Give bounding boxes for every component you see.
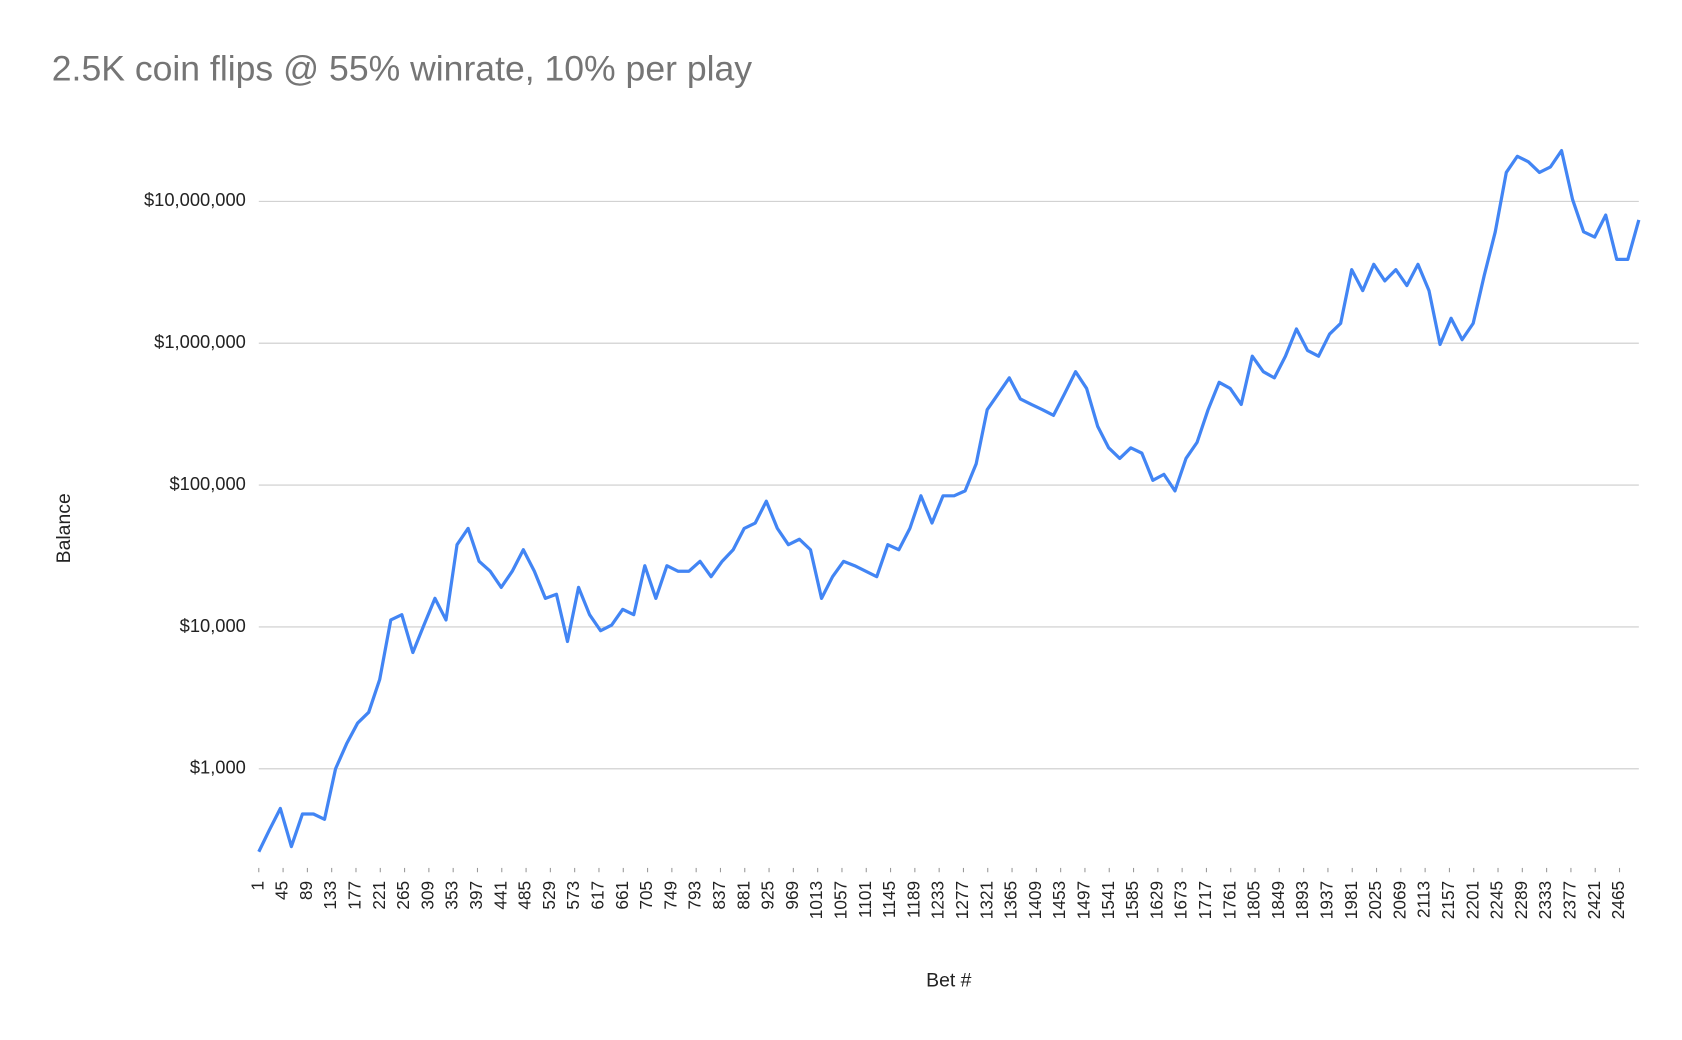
- x-tick-label: 2377: [1559, 881, 1579, 919]
- x-tick-label: 221: [369, 881, 389, 910]
- x-tick-label: 1409: [1025, 881, 1045, 919]
- x-tick-label: 309: [417, 881, 437, 910]
- x-tick-label: 1585: [1122, 881, 1142, 919]
- x-tick-label: 617: [588, 881, 608, 910]
- x-tick-label: 1981: [1341, 881, 1361, 919]
- x-tick-label: 705: [636, 881, 656, 910]
- x-tick-label: 1453: [1049, 881, 1069, 919]
- x-tick-label: 485: [515, 881, 535, 910]
- x-tick-label: 529: [539, 881, 559, 910]
- x-tick-label: 1893: [1292, 881, 1312, 919]
- y-axis-title: Balance: [53, 493, 75, 563]
- x-tick-label: 1277: [952, 881, 972, 919]
- x-tick-label: 1937: [1316, 881, 1336, 919]
- x-tick-label: 1: [247, 881, 267, 891]
- x-tick-label: 89: [296, 881, 316, 900]
- x-tick-label: 2289: [1511, 881, 1531, 919]
- x-tick-label: 1805: [1244, 881, 1264, 919]
- x-tick-label: 1321: [976, 881, 996, 919]
- x-tick-label: 133: [320, 881, 340, 910]
- x-tick-label: 793: [685, 881, 705, 910]
- x-tick-label: 2025: [1365, 881, 1385, 919]
- x-tick-label: 2333: [1535, 881, 1555, 919]
- x-tick-label: 2157: [1438, 881, 1458, 919]
- x-tick-label: 749: [660, 881, 680, 910]
- x-tick-label: 1497: [1074, 881, 1094, 919]
- x-tick-label: 265: [393, 881, 413, 910]
- x-tick-label: 1717: [1195, 881, 1215, 919]
- x-tick-label: 661: [612, 881, 632, 910]
- x-tick-label: 441: [490, 881, 510, 910]
- x-tick-label: 45: [272, 881, 292, 900]
- x-tick-label: 2201: [1462, 881, 1482, 919]
- chart-title: 2.5K coin flips @ 55% winrate, 10% per p…: [52, 49, 753, 89]
- x-tick-label: 925: [758, 881, 778, 910]
- x-tick-label: 573: [563, 881, 583, 910]
- x-tick-label: 881: [733, 881, 753, 910]
- x-tick-label: 1013: [806, 881, 826, 919]
- x-tick-label: 1101: [855, 881, 875, 918]
- x-tick-label: 353: [442, 881, 462, 910]
- x-tick-label: 2069: [1389, 881, 1409, 919]
- x-tick-label: 1233: [928, 881, 948, 919]
- x-tick-label: 1673: [1171, 881, 1191, 919]
- x-tick-label: 1189: [903, 881, 923, 918]
- x-tick-label: 2113: [1414, 881, 1434, 918]
- x-tick-label: 177: [345, 881, 365, 910]
- x-tick-label: 397: [466, 881, 486, 910]
- x-tick-label: 1629: [1146, 881, 1166, 919]
- x-tick-label: 2245: [1487, 881, 1507, 919]
- data-line: [257, 148, 1641, 853]
- y-tick-label: $10,000,000: [144, 189, 246, 210]
- x-axis-title: Bet #: [926, 969, 971, 991]
- x-tick-label: 2421: [1584, 881, 1604, 919]
- x-tick-label: 1145: [879, 881, 899, 918]
- x-tick-label: 1057: [831, 881, 851, 919]
- y-tick-label: $10,000: [180, 615, 246, 636]
- y-tick-label: $1,000: [190, 757, 246, 778]
- x-tick-label: 1365: [1001, 881, 1021, 919]
- x-tick-label: 2465: [1608, 881, 1628, 919]
- y-tick-label: $1,000,000: [154, 331, 246, 352]
- x-tick-label: 1541: [1098, 881, 1118, 919]
- x-tick-label: 1849: [1268, 881, 1288, 919]
- x-tick-label: 969: [782, 881, 802, 910]
- y-tick-label: $100,000: [169, 473, 245, 494]
- x-tick-label: 1761: [1219, 881, 1239, 919]
- x-tick-label: 837: [709, 881, 729, 910]
